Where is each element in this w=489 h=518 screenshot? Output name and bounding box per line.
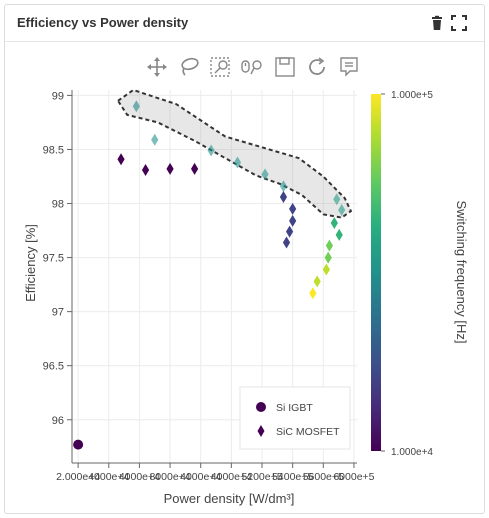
- x-tick-label: 5200e+5: [241, 471, 282, 483]
- x-tick-label: 8000e+4: [149, 471, 190, 483]
- hover-tool[interactable]: [336, 55, 362, 79]
- y-tick-label: 97.5: [43, 253, 64, 265]
- point-sic-mosfet: [166, 162, 174, 175]
- x-tick-label: 4000e+4: [119, 471, 160, 483]
- refresh-icon: [309, 57, 325, 75]
- point-sic-mosfet: [322, 263, 330, 276]
- trash-icon[interactable]: [429, 15, 445, 31]
- lasso-selection-overlay: [116, 88, 353, 219]
- magnifier-box-icon: [210, 57, 230, 77]
- point-sic-mosfet: [289, 202, 297, 215]
- colorbar-max-label: 1.000e+5: [391, 90, 433, 101]
- point-sic-mosfet: [313, 275, 321, 288]
- point-sic-mosfet: [233, 156, 242, 169]
- x-tick-label: 5400e+5: [272, 471, 313, 483]
- point-sic-mosfet: [207, 144, 215, 157]
- point-sic-mosfet: [261, 168, 269, 181]
- floppy-disk-icon: [275, 57, 295, 77]
- legend-marker-circle: [256, 402, 266, 412]
- point-sic-mosfet: [285, 225, 294, 238]
- lasso-select-tool[interactable]: [176, 55, 202, 79]
- panel-header: Efficiency vs Power density: [5, 5, 484, 42]
- colorbar-min-label: 1.000e+4: [391, 447, 433, 458]
- point-sic-mosfet: [309, 287, 317, 300]
- y-tick-label: 96: [52, 415, 64, 427]
- tick-labels: 9696.59797.59898.5992.000e+44000e+44000e…: [43, 90, 375, 483]
- point-sic-mosfet: [330, 216, 338, 229]
- point-sic-mosfet: [325, 239, 334, 252]
- point-sic-mosfet: [282, 236, 291, 249]
- x-tick-label: 4000e+4: [180, 471, 221, 483]
- point-sic-mosfet: [279, 191, 288, 204]
- pan-tool[interactable]: [144, 55, 170, 79]
- point-sic-mosfet: [151, 133, 159, 146]
- colorbar-gradient: [371, 94, 381, 451]
- panel-title: Efficiency vs Power density: [17, 15, 189, 30]
- x-tick-label: 5600e+5: [303, 471, 344, 483]
- point-sic-mosfet: [333, 193, 341, 206]
- speech-bubble-icon: [340, 57, 358, 77]
- lasso-polygon: [116, 88, 353, 219]
- y-axis-label: Efficiency [%]: [23, 224, 38, 302]
- data-points: [73, 100, 346, 450]
- y-tick-label: 98: [52, 199, 64, 211]
- colorbar: 1.000e+5 1.000e+4 Switching frequency [H…: [371, 90, 469, 458]
- point-si-igbt: [73, 439, 84, 450]
- point-sic-mosfet: [338, 204, 346, 217]
- legend-label-si-igbt: Si IGBT: [276, 402, 313, 414]
- point-sic-mosfet: [324, 251, 332, 264]
- x-tick-label: 4000e+4: [211, 471, 252, 483]
- point-sic-mosfet: [117, 153, 125, 166]
- x-axis-label: Power density [W/dm³]: [164, 491, 295, 506]
- scatter-chart[interactable]: 9696.59797.59898.5992.000e+44000e+44000e…: [5, 83, 484, 513]
- fullscreen-icon[interactable]: [451, 15, 467, 31]
- y-tick-label: 97: [52, 307, 64, 319]
- point-sic-mosfet: [190, 162, 199, 175]
- legend-marker-diamond: [257, 425, 265, 437]
- point-sic-mosfet: [289, 214, 297, 227]
- x-tick-label: 6000e+5: [333, 471, 374, 483]
- colorbar-label: Switching frequency [Hz]: [454, 200, 469, 343]
- point-sic-mosfet: [141, 164, 150, 177]
- lasso-icon: [181, 57, 199, 76]
- y-tick-label: 98.5: [43, 144, 64, 156]
- wheel-zoom-icon: [241, 60, 262, 75]
- point-sic-mosfet: [132, 100, 140, 113]
- legend: Si IGBT SiC MOSFET: [239, 386, 351, 450]
- x-tick-label: 2.000e+4: [56, 471, 100, 483]
- reset-tool[interactable]: [304, 55, 330, 79]
- box-zoom-tool[interactable]: [208, 55, 234, 79]
- save-tool[interactable]: [272, 55, 298, 79]
- grid-lines: [72, 90, 357, 463]
- chart-panel: Efficiency vs Power density: [4, 4, 485, 514]
- wheel-zoom-tool[interactable]: [240, 55, 266, 79]
- y-tick-label: 99: [52, 90, 64, 102]
- axes: [67, 90, 357, 468]
- legend-label-sic-mosfet: SiC MOSFET: [276, 426, 340, 438]
- x-tick-label: 4000e+4: [88, 471, 129, 483]
- y-tick-label: 96.5: [43, 361, 64, 373]
- point-sic-mosfet: [279, 180, 288, 193]
- point-sic-mosfet: [335, 228, 343, 241]
- move-arrows-icon: [147, 57, 167, 77]
